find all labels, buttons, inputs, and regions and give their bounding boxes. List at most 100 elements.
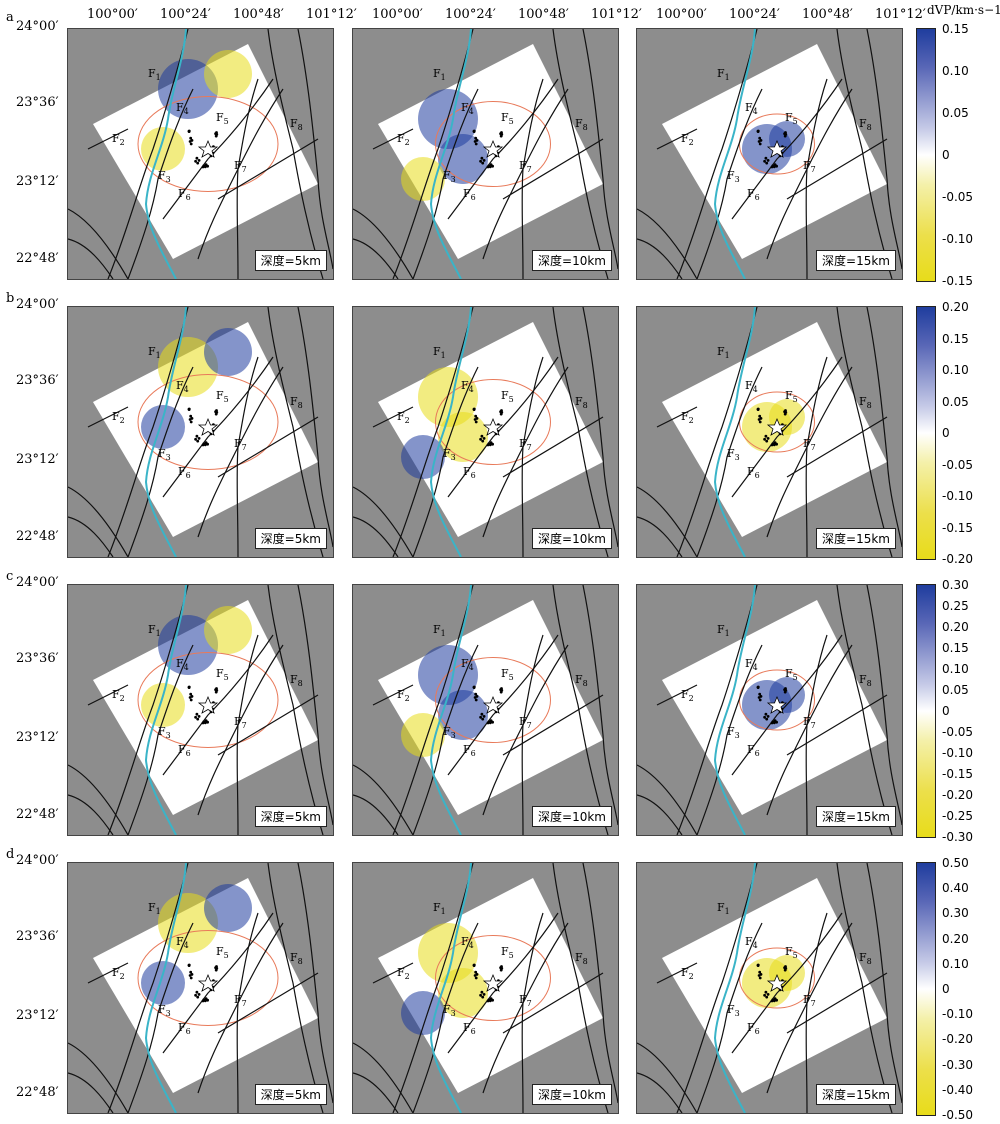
fault-line bbox=[267, 307, 324, 557]
earthquake-dot bbox=[188, 140, 192, 143]
fault-label-f5: F5 bbox=[216, 389, 229, 405]
fault-line bbox=[297, 307, 333, 548]
colorbar-tick-label: 0.15 bbox=[942, 331, 969, 346]
earthquake-dot bbox=[756, 963, 760, 967]
lon-label: 101°12′ bbox=[591, 7, 642, 22]
colorbar-tick-label: 0.10 bbox=[942, 363, 969, 377]
mainshock-star-icon bbox=[766, 417, 788, 436]
fault-label-f5: F5 bbox=[785, 111, 798, 127]
fault-line bbox=[68, 486, 129, 557]
earthquake-dot bbox=[188, 696, 192, 699]
colorbar-tick-label: 0.50 bbox=[942, 856, 969, 870]
fault-label-f8: F8 bbox=[859, 673, 872, 689]
lat-label: 23°36′ bbox=[16, 95, 59, 110]
fault-label-f7: F7 bbox=[519, 159, 532, 175]
fault-label-f8: F8 bbox=[290, 395, 303, 411]
velocity-anomaly-patch bbox=[204, 328, 252, 376]
fault-label-f1: F1 bbox=[717, 67, 730, 83]
earthquake-dot bbox=[771, 720, 775, 724]
earthquake-dot bbox=[214, 132, 218, 136]
fault-label-f1: F1 bbox=[148, 901, 161, 917]
fault-line bbox=[731, 356, 843, 498]
river-line bbox=[429, 29, 472, 279]
earthquake-dot bbox=[758, 692, 762, 696]
earthquake-dot bbox=[189, 692, 193, 696]
river-line bbox=[144, 863, 187, 1113]
earthquake-dot bbox=[775, 720, 778, 724]
fault-line bbox=[805, 912, 828, 1113]
earthquake-dot bbox=[480, 434, 484, 438]
earthquake-dot bbox=[474, 698, 478, 702]
earthquake-dot bbox=[763, 437, 766, 441]
earthquake-dot bbox=[763, 993, 766, 997]
fault-line bbox=[372, 684, 414, 706]
fault-label-f5: F5 bbox=[501, 389, 514, 405]
fault-label-f6: F6 bbox=[463, 465, 476, 481]
earthquake-dot bbox=[783, 688, 786, 692]
fault-line bbox=[866, 863, 902, 1104]
fault-line bbox=[637, 764, 698, 835]
colorbar-tick-label: -0.10 bbox=[942, 232, 974, 246]
earthquake-dot bbox=[197, 437, 201, 440]
fault-label-f1: F1 bbox=[148, 623, 161, 639]
fault-label-f7: F7 bbox=[234, 715, 247, 731]
fault-line bbox=[521, 912, 544, 1113]
earthquake-dot bbox=[196, 439, 200, 443]
tomography-map-panel: F1 F2 F3 F4 F5 F6 F7 F8 深度=15km bbox=[636, 306, 903, 558]
fault-line bbox=[162, 912, 274, 1054]
velocity-anomaly-patch bbox=[158, 59, 218, 119]
fault-label-f5: F5 bbox=[785, 389, 798, 405]
colorbar-tick-label: -0.15 bbox=[942, 767, 974, 781]
fault-line bbox=[731, 634, 843, 776]
fault-line bbox=[637, 1042, 698, 1113]
colorbar-tick-label: -0.05 bbox=[942, 725, 974, 739]
fault-label-f3: F3 bbox=[443, 725, 456, 741]
fault-line bbox=[552, 29, 609, 279]
fault-label-f4: F4 bbox=[745, 101, 758, 117]
fault-line bbox=[696, 922, 763, 1113]
earthquake-dot bbox=[197, 715, 201, 718]
fault-line bbox=[68, 1042, 129, 1113]
lon-label: 101°12′ bbox=[875, 7, 926, 22]
fault-label-f3: F3 bbox=[727, 447, 740, 463]
earthquake-dot bbox=[757, 974, 761, 977]
lat-label: 23°36′ bbox=[16, 651, 59, 666]
earthquake-dot bbox=[214, 688, 218, 692]
fault-label-f3: F3 bbox=[727, 169, 740, 185]
fault-label-f6: F6 bbox=[178, 187, 191, 203]
fault-label-f3: F3 bbox=[727, 725, 740, 741]
fault-label-f2: F2 bbox=[112, 966, 125, 982]
fault-line bbox=[766, 922, 853, 1094]
fault-line bbox=[372, 406, 414, 428]
fault-line bbox=[127, 366, 194, 557]
fault-line bbox=[696, 366, 763, 557]
fault-label-f7: F7 bbox=[519, 715, 532, 731]
velocity-anomaly-patch bbox=[141, 961, 185, 1005]
earthquake-dot bbox=[473, 140, 477, 143]
earthquake-dot bbox=[474, 692, 478, 696]
fault-label-f3: F3 bbox=[158, 169, 171, 185]
colorbar-tick-label: -0.05 bbox=[942, 190, 974, 204]
fault-line bbox=[766, 88, 853, 260]
fault-line bbox=[353, 794, 399, 835]
depth-label: 深度=5km bbox=[254, 806, 327, 827]
mainshock-star-icon bbox=[197, 417, 219, 436]
colorbar-tick-label: 0.30 bbox=[942, 578, 969, 592]
colorbar-tick-label: 0.05 bbox=[942, 394, 969, 409]
mainshock-star-icon bbox=[482, 973, 504, 992]
fault-line bbox=[236, 634, 259, 835]
fault-line bbox=[447, 78, 559, 220]
fault-line bbox=[197, 922, 284, 1094]
mainshock-star-icon bbox=[482, 139, 504, 158]
earthquake-dot bbox=[194, 437, 197, 441]
fault-label-f7: F7 bbox=[519, 993, 532, 1009]
fault-label-f4: F4 bbox=[461, 935, 474, 951]
fault-line bbox=[482, 922, 569, 1094]
river-line bbox=[144, 29, 187, 279]
fault-line bbox=[412, 922, 479, 1113]
fault-line bbox=[696, 644, 763, 835]
earthquake-dot bbox=[499, 410, 502, 414]
fault-label-f6: F6 bbox=[178, 743, 191, 759]
mainshock-star-icon bbox=[766, 973, 788, 992]
earthquake-dot bbox=[764, 712, 768, 716]
